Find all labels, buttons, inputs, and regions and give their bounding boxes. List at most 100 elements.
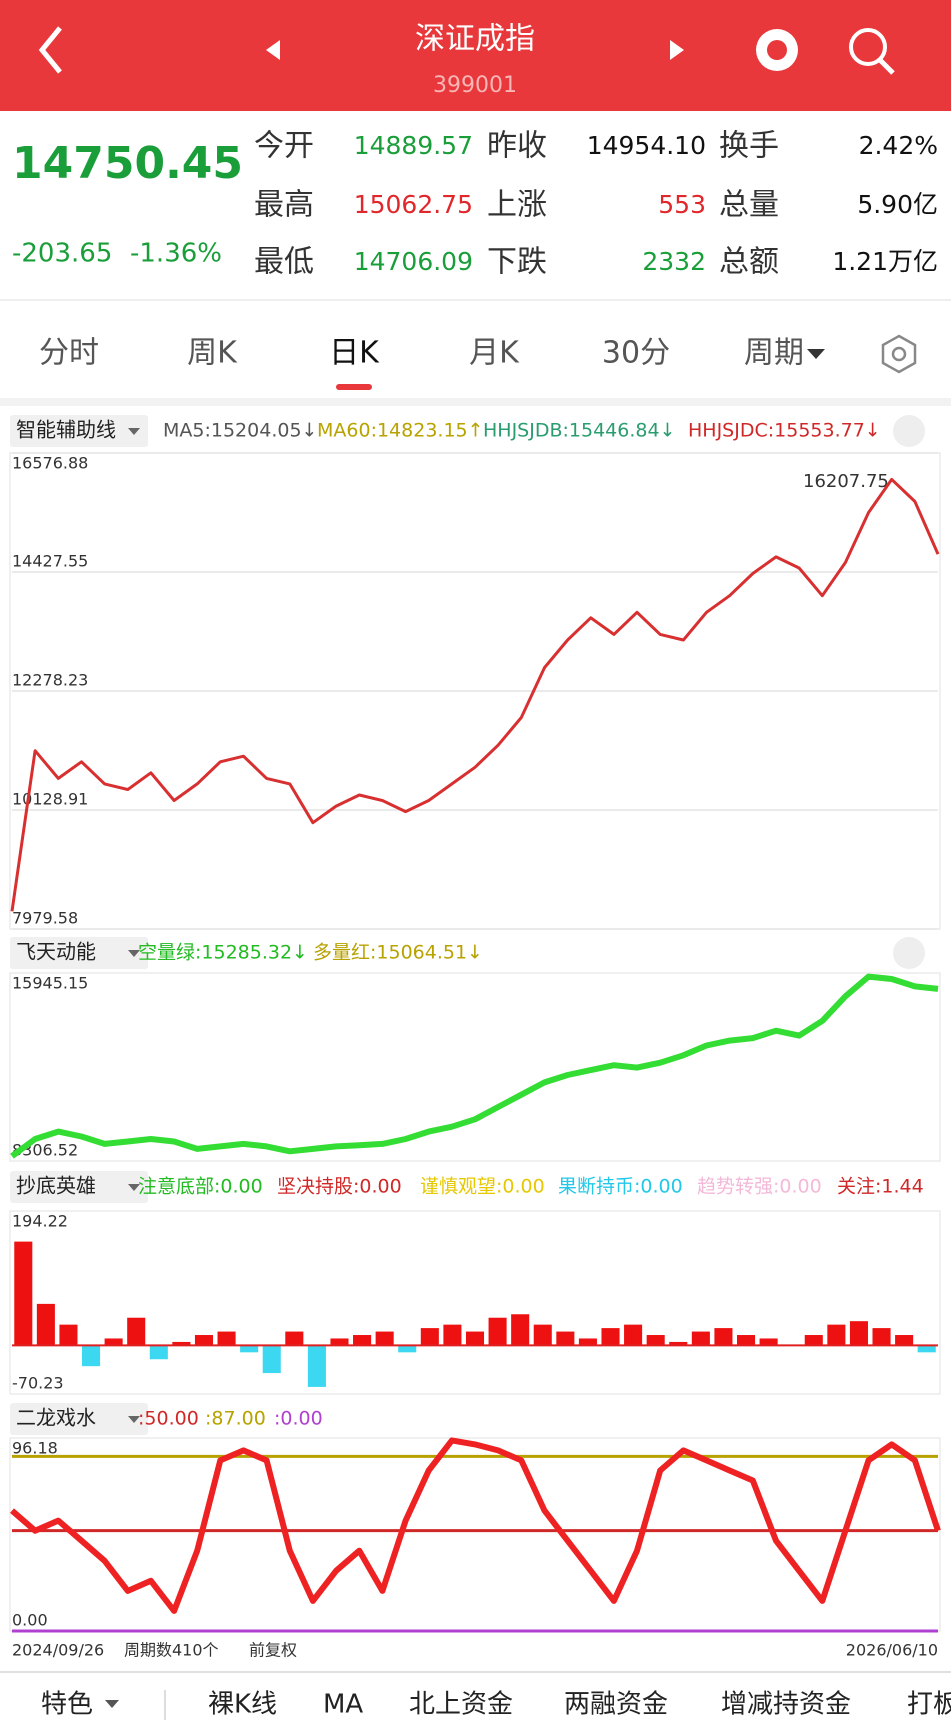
bar (285, 1331, 304, 1346)
indicator-name: 二龙戏水 (16, 1406, 96, 1430)
indicator-box[interactable] (10, 1171, 148, 1203)
indicator-box[interactable] (10, 937, 148, 969)
nav-item[interactable]: 打板 (907, 1690, 951, 1720)
expand-button[interactable] (893, 937, 925, 969)
panel-frame (9, 1210, 941, 1395)
legend-item: HHJSJDC:15553.77↓ (688, 420, 881, 442)
search-handle (878, 58, 895, 75)
back-button[interactable] (38, 26, 62, 74)
nav-item[interactable]: 北上资金 (409, 1690, 513, 1720)
bar (511, 1314, 530, 1346)
bar (149, 1345, 168, 1360)
bar (827, 1324, 846, 1346)
field-label: 总量 (719, 188, 779, 223)
legend-item: 关注:1.44 (837, 1176, 924, 1198)
bar (849, 1321, 868, 1346)
bar (262, 1345, 281, 1374)
indicator-box[interactable] (10, 1403, 148, 1435)
bar (194, 1335, 214, 1346)
indicator-dropdown (128, 1184, 140, 1191)
bar (59, 1324, 78, 1346)
x-axis-label: 2024/09/26 (12, 1641, 104, 1660)
legend-item: 果断持币:0.00 (558, 1176, 683, 1198)
field-label: 下跌 (487, 245, 547, 280)
bar (601, 1328, 620, 1346)
indicator-dropdown (128, 950, 140, 957)
field-label: 换手 (719, 129, 779, 164)
legend-item: 趋势转强:0.00 (697, 1176, 822, 1198)
bar (533, 1324, 552, 1346)
annotation: 16207.75 (803, 471, 889, 492)
bar (465, 1331, 485, 1346)
field-label: 最低 (254, 245, 314, 280)
series-line (10, 1437, 941, 1614)
bar (330, 1338, 349, 1346)
field-value: 14954.10 (587, 131, 706, 160)
nav-item[interactable]: 特色 (41, 1690, 93, 1720)
bar (804, 1335, 823, 1346)
bar (307, 1345, 326, 1387)
prev-button[interactable] (266, 40, 280, 60)
settings-icon[interactable] (881, 334, 917, 374)
indicator-name: 抄底英雄 (16, 1174, 96, 1198)
nav-item[interactable]: MA (323, 1690, 363, 1720)
y-tick-label: 96.18 (12, 1439, 58, 1458)
bar (172, 1341, 191, 1346)
chip-button[interactable] (893, 415, 925, 447)
tab[interactable]: 周期 (744, 336, 804, 371)
field-value: 15062.75 (354, 190, 473, 219)
indicator-box[interactable] (10, 415, 148, 447)
tab[interactable]: 分时 (39, 336, 99, 371)
field-label: 昨收 (487, 129, 547, 164)
legend-item: MA5:15204.05↓ (163, 420, 317, 442)
y-tick-label: -70.23 (12, 1374, 64, 1393)
bar (556, 1331, 575, 1346)
field-value: 553 (658, 190, 706, 219)
legend-item: 注意底部:0.00 (138, 1176, 263, 1198)
y-tick-label: 194.22 (12, 1212, 68, 1231)
search-icon[interactable] (849, 28, 887, 66)
tab[interactable]: 周K (187, 336, 238, 371)
x-axis-label: 前复权 (249, 1641, 297, 1660)
divider-band (0, 398, 951, 406)
panel-frame (9, 972, 941, 1162)
legend-item: 谨慎观望:0.00 (420, 1176, 545, 1198)
bar (353, 1335, 372, 1346)
nav-item[interactable]: 增减持资金 (721, 1690, 851, 1720)
field-label: 最高 (254, 188, 314, 223)
nav-item[interactable]: 两融资金 (564, 1690, 668, 1720)
y-tick-label: 14427.55 (12, 552, 88, 571)
field-label: 总额 (719, 245, 779, 280)
dropdown-icon (807, 349, 825, 359)
legend-item: :87.00 (205, 1408, 266, 1430)
tab[interactable]: 日K (329, 336, 380, 371)
code: 399001 (433, 73, 517, 98)
bar (917, 1345, 936, 1353)
next-button[interactable] (670, 40, 684, 60)
bar (714, 1328, 733, 1346)
indicator-name: 智能辅助线 (16, 418, 116, 442)
bar (759, 1338, 778, 1346)
bar (872, 1328, 891, 1346)
bar (104, 1338, 123, 1346)
panel-frame (9, 1437, 941, 1632)
legend-item: 坚决持股:0.00 (277, 1176, 402, 1198)
series-line (10, 973, 939, 1159)
bar (420, 1328, 439, 1346)
nav-item[interactable]: 裸K线 (208, 1690, 277, 1720)
change-pct: -1.36% (130, 239, 222, 269)
field-label: 今开 (254, 129, 314, 164)
tab[interactable]: 30分 (602, 336, 670, 371)
tab[interactable]: 月K (469, 336, 520, 371)
settings-icon-dot (891, 346, 907, 362)
y-tick-label: 12278.23 (12, 671, 88, 690)
tab-underline (336, 384, 372, 390)
bar (443, 1324, 462, 1346)
nav-dropdown (105, 1700, 119, 1708)
field-value: 2.42% (859, 131, 938, 160)
bar (669, 1341, 688, 1346)
legend-item: :50.00 (138, 1408, 199, 1430)
legend-item: :0.00 (274, 1408, 323, 1430)
legend-item: HHJSJDB:15446.84↓ (483, 420, 676, 442)
